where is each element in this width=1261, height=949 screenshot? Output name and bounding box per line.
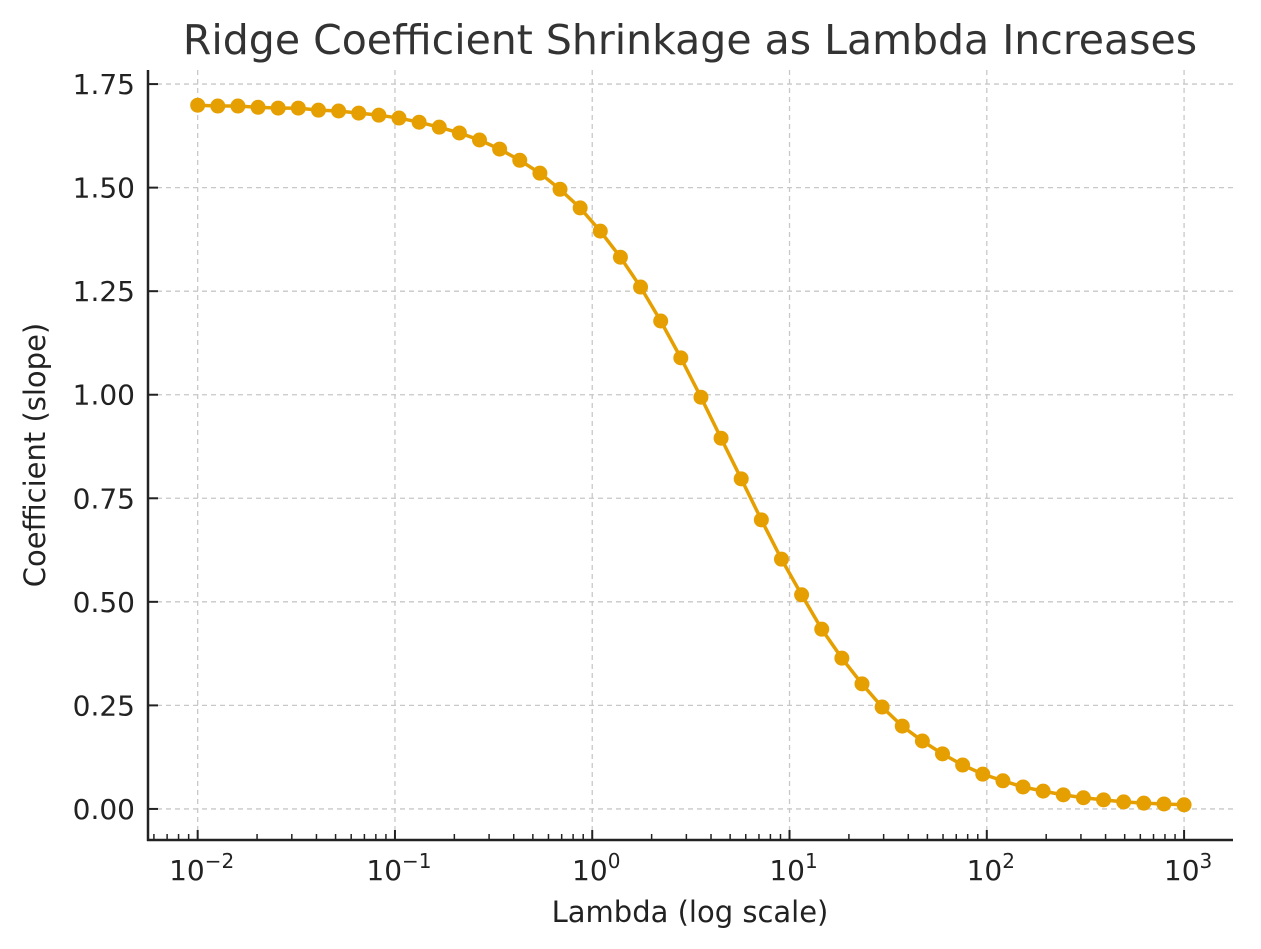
data-point [492,141,508,157]
y-tick-label: 1.25 [73,275,135,308]
y-tick-label: 0.75 [73,482,135,515]
data-point [250,99,266,115]
data-point [693,389,709,405]
y-tick-label: 0.00 [73,793,135,826]
data-point [391,110,407,126]
data-point [713,430,729,446]
y-tick-label: 1.75 [73,68,135,101]
data-point [210,98,226,114]
data-point [512,152,528,168]
data-point [1096,792,1112,808]
y-tick-label: 0.50 [73,586,135,619]
data-point [451,125,467,141]
data-point [935,746,951,762]
data-point [753,512,769,528]
data-point [190,97,206,113]
data-point [371,107,387,123]
data-point [1055,787,1071,803]
data-point [431,119,447,135]
data-point [1015,779,1031,795]
x-tick-label: 10−2 [169,849,234,887]
x-tick-label: 10−1 [366,849,431,887]
x-tick-label: 101 [769,849,817,887]
data-point [572,200,588,216]
data-point [794,587,810,603]
data-point [874,699,890,715]
data-point [1156,796,1172,812]
data-point [411,114,427,130]
y-tick-label: 1.00 [73,379,135,412]
data-point [270,100,286,116]
data-point [331,103,347,119]
data-point [894,718,910,734]
data-point [1176,797,1192,813]
data-point [1075,790,1091,806]
data-point [290,100,306,116]
data-point [532,165,548,181]
data-point [351,105,367,121]
grid [148,70,1233,840]
data-point [673,350,689,366]
data-point [1116,794,1132,810]
data-point [1136,795,1152,811]
data-point [653,313,669,329]
data-point [1035,783,1051,799]
series-line [190,97,1192,813]
data-point [612,249,628,265]
x-tick-label: 103 [1164,849,1212,887]
data-point [975,766,991,782]
series-path [197,103,1185,807]
data-point [773,551,789,567]
data-point [955,757,971,773]
x-axis-label: Lambda (log scale) [552,895,829,929]
data-point [814,621,830,637]
data-point [633,279,649,295]
data-point [834,650,850,666]
data-point [230,98,246,114]
data-point [592,223,608,239]
data-point [914,733,930,749]
ticks: 10−2 10−1 100 101 102 103 0.00 0.25 0.50 0.75 1.00… [73,68,1213,887]
y-axis-label: Coefficient (slope) [18,323,52,587]
data-point [310,102,326,118]
y-tick-label: 0.25 [73,689,135,722]
chart-title: Ridge Coefficient Shrinkage as Lambda In… [183,16,1197,64]
data-point [552,181,568,197]
data-point [995,773,1011,789]
data-point [472,132,488,148]
x-tick-label: 102 [967,849,1015,887]
y-tick-label: 1.50 [73,172,135,205]
data-point [854,676,870,692]
x-tick-label: 100 [572,849,620,887]
data-point [733,471,749,487]
